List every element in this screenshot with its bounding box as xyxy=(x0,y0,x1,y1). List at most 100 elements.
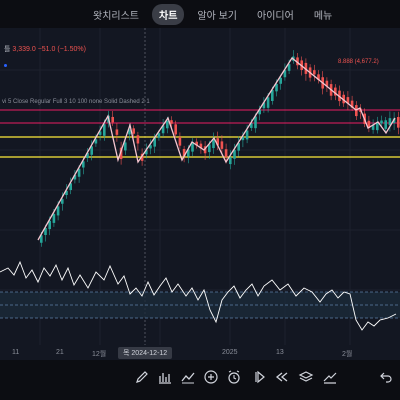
candle-body xyxy=(212,139,215,149)
candle-body xyxy=(245,130,249,140)
trend-icon[interactable] xyxy=(320,367,340,387)
candle-body xyxy=(174,124,177,135)
chart-canvas[interactable] xyxy=(0,28,400,358)
x-tick: 2월 xyxy=(342,351,353,358)
candle-body xyxy=(258,109,261,115)
candle-body xyxy=(279,77,282,84)
candle-body xyxy=(237,143,240,151)
candle-body xyxy=(275,83,278,92)
candle-body xyxy=(182,148,186,157)
candle-body xyxy=(86,152,89,158)
add-icon[interactable] xyxy=(201,367,221,387)
status-dot xyxy=(4,64,7,67)
crosshair-date-label: 목 2024-12-12 xyxy=(118,347,173,359)
candle-body xyxy=(153,137,156,147)
candle-body xyxy=(157,133,161,138)
candle-body xyxy=(65,190,68,196)
candle-body xyxy=(170,120,173,124)
candle-body xyxy=(229,157,232,165)
candle-body xyxy=(203,146,207,154)
candle-body xyxy=(287,64,291,71)
x-tick: 21 xyxy=(56,349,64,356)
candle-body xyxy=(317,74,320,80)
tab-ideas[interactable]: 아이디어 xyxy=(257,10,294,22)
candle-body xyxy=(266,97,270,108)
right-price-readout: 8.888 (4,677.2) xyxy=(338,59,379,65)
candle-body xyxy=(187,149,190,157)
x-tick: 11 xyxy=(12,349,20,356)
tab-chart[interactable]: 차트 xyxy=(152,3,185,25)
candle-body xyxy=(296,57,299,66)
candle-body xyxy=(48,220,51,230)
indicator-settings-label[interactable]: vi 5 Close Regular Full 3 10 100 none So… xyxy=(2,99,150,105)
candle-body xyxy=(61,199,64,204)
candle-body xyxy=(145,150,148,155)
candle-body xyxy=(233,149,236,159)
candle-body xyxy=(371,124,375,130)
candle-body xyxy=(56,206,60,216)
candle-body xyxy=(283,70,287,78)
candle-body xyxy=(380,120,383,124)
candle-body xyxy=(254,116,257,129)
pencil-icon[interactable] xyxy=(132,367,152,387)
candle-body xyxy=(271,89,274,102)
symbol-prefix: 틀 xyxy=(4,46,11,53)
candle-body xyxy=(304,62,308,74)
candle-body xyxy=(397,117,400,128)
bar-chart-icon[interactable] xyxy=(155,367,175,387)
candle-body xyxy=(250,123,253,128)
candle-body xyxy=(69,183,72,191)
top-navigation: 왓치리스트 차트 알아 보기 아이디어 메뉴 xyxy=(0,0,400,28)
candle-body xyxy=(376,121,379,131)
candle-body xyxy=(94,139,98,144)
candle-body xyxy=(367,120,371,128)
candle-body xyxy=(313,70,316,75)
candle-body xyxy=(82,161,85,168)
candle-body xyxy=(334,87,337,96)
candle-body xyxy=(77,168,81,177)
x-tick: 2025 xyxy=(222,349,238,356)
candle-body xyxy=(44,228,47,235)
candle-body xyxy=(103,124,106,136)
candle-body xyxy=(195,141,198,146)
zigzag-line xyxy=(37,57,396,241)
candle-body xyxy=(161,125,165,134)
candle-body xyxy=(388,118,392,126)
alarm-icon[interactable] xyxy=(224,367,244,387)
candle-body xyxy=(355,105,358,117)
undo-icon[interactable] xyxy=(376,367,396,387)
candle-body xyxy=(199,143,203,149)
layers-icon[interactable] xyxy=(296,367,316,387)
candle-body xyxy=(98,131,102,135)
candle-body xyxy=(208,144,211,153)
tab-explore[interactable]: 알아 보기 xyxy=(197,10,237,22)
candle-body xyxy=(111,116,114,123)
price-chart[interactable] xyxy=(0,28,400,358)
candle-body xyxy=(149,145,152,149)
candle-body xyxy=(90,146,93,155)
indicators-icon[interactable] xyxy=(178,367,198,387)
candle-body xyxy=(40,235,43,243)
rewind-icon[interactable] xyxy=(272,367,292,387)
candle-body xyxy=(140,153,144,161)
candle-body xyxy=(73,174,77,180)
tab-menu[interactable]: 메뉴 xyxy=(313,10,333,22)
candle-body xyxy=(166,120,169,129)
candle-body xyxy=(241,136,245,141)
candle-body xyxy=(191,142,194,152)
candle-body xyxy=(325,80,329,87)
time-axis[interactable]: 11 21 12월 2025 13 2월 xyxy=(0,346,400,360)
candle-body xyxy=(119,147,123,160)
candle-body xyxy=(132,128,135,134)
candle-body xyxy=(220,141,224,149)
candle-body xyxy=(342,94,345,104)
candle-body xyxy=(124,142,127,151)
tab-watchlist[interactable]: 왓치리스트 xyxy=(93,10,139,22)
candle-body xyxy=(136,135,140,144)
candle-body xyxy=(216,138,219,146)
candle-body xyxy=(262,102,266,109)
candle-body xyxy=(384,120,387,129)
price-readout: 틀 3,339.0 −51.0 (−1.50%) xyxy=(4,44,86,54)
replay-icon[interactable] xyxy=(249,367,269,387)
candle-body xyxy=(224,149,228,158)
